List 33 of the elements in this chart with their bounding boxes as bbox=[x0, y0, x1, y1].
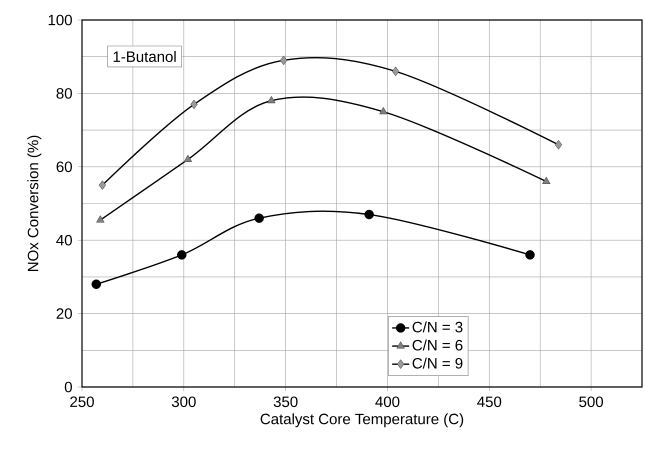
x-tick-label: 250 bbox=[70, 396, 94, 408]
x-axis-title: Catalyst Core Temperature (C) bbox=[260, 413, 464, 428]
point bbox=[184, 154, 192, 162]
point bbox=[525, 250, 535, 260]
x-tick-label: 400 bbox=[375, 396, 400, 408]
y-tick-label: 100 bbox=[48, 14, 72, 26]
point bbox=[96, 215, 104, 223]
point bbox=[98, 180, 106, 190]
y-axis-title: NOx Conversion (%) bbox=[27, 136, 42, 272]
point bbox=[280, 56, 288, 66]
point bbox=[392, 66, 400, 76]
point bbox=[254, 213, 264, 223]
point bbox=[364, 210, 374, 220]
x-tick-label: 450 bbox=[477, 396, 502, 408]
annotation: 1-Butanol bbox=[114, 50, 176, 62]
y-tick-label: 0 bbox=[64, 382, 72, 392]
y-tick-label: 20 bbox=[56, 308, 72, 319]
legend-label: C/N = 3 bbox=[412, 321, 462, 332]
y-tick-label: 80 bbox=[56, 88, 72, 99]
y-tick-label: 60 bbox=[56, 161, 72, 172]
legend-label: C/N = 9 bbox=[412, 358, 462, 369]
x-tick-label: 500 bbox=[579, 396, 604, 408]
point bbox=[92, 280, 101, 289]
point bbox=[379, 107, 388, 114]
point bbox=[554, 140, 562, 150]
point bbox=[267, 96, 276, 104]
legend-label: C/N = 6 bbox=[412, 339, 462, 350]
point bbox=[542, 176, 550, 184]
point bbox=[190, 100, 198, 110]
point bbox=[177, 250, 187, 260]
x-tick-label: 300 bbox=[172, 396, 196, 408]
x-tick-label: 350 bbox=[274, 396, 298, 408]
y-tick-label: 40 bbox=[56, 234, 72, 246]
